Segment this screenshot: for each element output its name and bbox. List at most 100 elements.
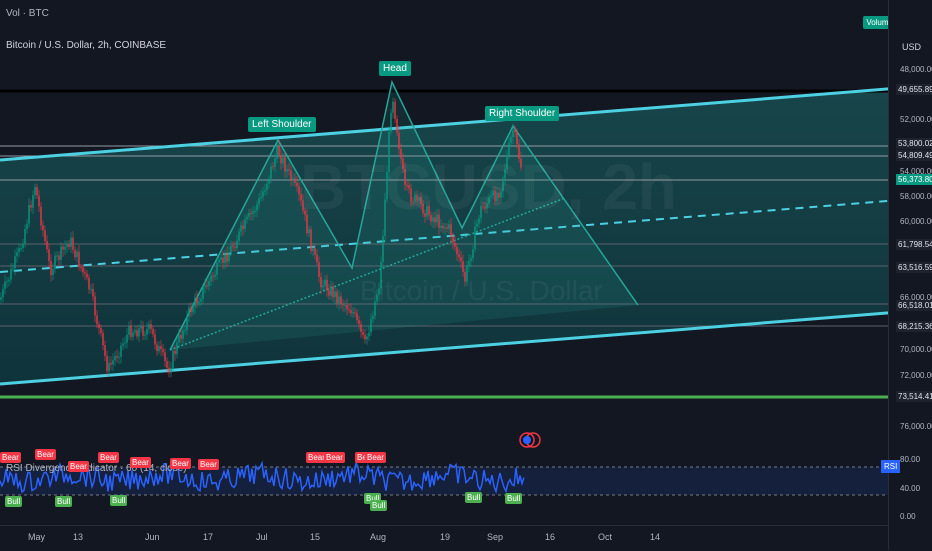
candle-body [420, 197, 422, 204]
candle-body [360, 324, 362, 332]
candle-body [26, 223, 28, 229]
candle-body [514, 130, 516, 132]
candle-body [448, 224, 450, 229]
candle-body [58, 255, 60, 260]
candle-body [438, 214, 440, 228]
candle-body [252, 211, 254, 214]
candle-body [502, 178, 504, 192]
candle-body [358, 319, 360, 325]
candle-body [24, 228, 26, 244]
candle-body [476, 223, 478, 227]
candle-body [196, 297, 198, 304]
bear-signal: Bear [35, 449, 56, 460]
channel-mid-line [0, 199, 901, 273]
currency-label[interactable]: USD [902, 42, 922, 52]
bull-signal: Bull [55, 496, 73, 507]
candle-body [238, 231, 240, 241]
candle-body [82, 267, 84, 273]
candle-body [260, 196, 262, 199]
candle-body [134, 330, 136, 333]
candle-body [234, 246, 236, 248]
candle-body [318, 262, 320, 277]
candle-body [104, 345, 106, 356]
candle-body [466, 266, 468, 282]
rsi-title[interactable]: RSI Divergence Indicator · 60 (14, close… [6, 463, 187, 474]
candle-body [158, 346, 160, 352]
candle-body [180, 335, 182, 339]
candle-body [190, 307, 192, 312]
candle-body [100, 328, 102, 334]
candle-body [174, 350, 176, 355]
head-label[interactable]: Head [379, 61, 411, 76]
candle-body [312, 248, 314, 251]
candle-body [208, 280, 210, 287]
candle-body [4, 281, 6, 289]
candle-body [366, 336, 368, 340]
candle-body [62, 246, 64, 250]
candle-body [140, 326, 142, 329]
candle-body [206, 285, 208, 287]
time-axis[interactable] [0, 525, 888, 551]
watermark-big: BTCUSD, 2h [300, 151, 677, 223]
candle-body [384, 199, 386, 237]
candle-body [146, 328, 148, 335]
candle-body [468, 260, 470, 267]
volume-badge[interactable]: Volume [863, 16, 896, 29]
candle-body [480, 206, 482, 219]
bull-signal: Bull [465, 492, 483, 503]
candle-body [18, 248, 20, 253]
candle-body [416, 194, 418, 201]
candle-body [412, 201, 414, 203]
candle-body [380, 262, 382, 289]
candle-body [168, 367, 170, 373]
candle-body [224, 252, 226, 263]
bull-signal: Bull [5, 496, 23, 507]
candle-body [226, 252, 228, 262]
left-shoulder-label[interactable]: Left Shoulder [248, 117, 316, 132]
candle-body [308, 229, 310, 234]
candle-body [462, 261, 464, 272]
candle-body [84, 272, 86, 274]
candle-body [512, 130, 514, 138]
candle-body [250, 212, 252, 214]
bull-signal: Bull [364, 493, 382, 504]
candle-body [160, 346, 162, 350]
candle-body [40, 206, 42, 226]
price-tick: 66,000.00 [900, 293, 932, 302]
watermark-small: Bitcoin / U.S. Dollar [360, 275, 603, 306]
candle-body [218, 259, 220, 263]
candle-body [500, 191, 502, 198]
candle-body [458, 254, 460, 258]
candle-body [130, 325, 132, 337]
rsi-tick: 0.00 [900, 512, 916, 521]
candle-body [212, 275, 214, 277]
candle-body [446, 227, 448, 229]
candle-body [418, 197, 420, 201]
candle-body [228, 252, 230, 262]
candle-body [50, 261, 52, 276]
candle-body [364, 335, 366, 340]
candle-body [230, 245, 232, 253]
price-level-badge: 68,215.36 [896, 321, 932, 332]
candle-body [166, 361, 168, 368]
candle-body [434, 217, 436, 223]
candle-body [370, 319, 372, 333]
symbol-title[interactable]: Bitcoin / U.S. Dollar, 2h, COINBASE [6, 40, 167, 51]
candle-body [464, 271, 466, 282]
candle-body [2, 288, 4, 298]
bear-signal: Bear [198, 459, 219, 470]
candle-body [186, 315, 188, 331]
candle-body [488, 197, 490, 204]
indicator-title[interactable]: Vol · BTC [6, 8, 49, 19]
right-shoulder-label[interactable]: Right Shoulder [485, 106, 560, 121]
candle-body [144, 334, 146, 336]
candle-body [508, 142, 510, 156]
candle-body [408, 185, 410, 189]
candle-body [122, 343, 124, 346]
candle-body [126, 334, 128, 343]
bear-signal: Bear [324, 452, 345, 463]
candle-body [236, 240, 238, 248]
candle-body [276, 146, 278, 159]
candle-body [482, 206, 484, 208]
